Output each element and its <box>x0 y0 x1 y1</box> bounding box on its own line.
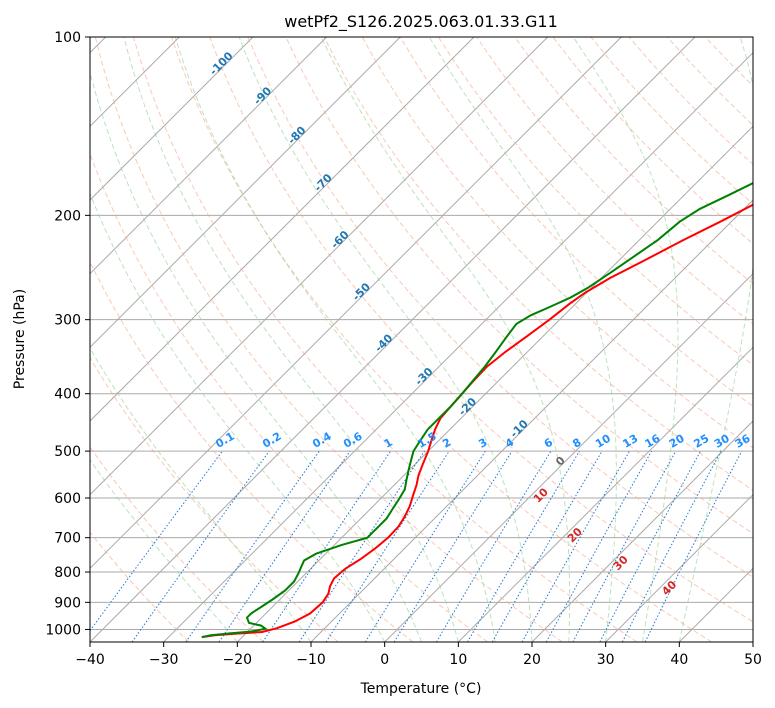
mixing-ratio-line <box>185 450 320 642</box>
moist-adiabat <box>320 37 571 642</box>
x-tick-label: 0 <box>380 652 389 668</box>
y-tick-label: 900 <box>54 595 81 611</box>
x-tick-label: 20 <box>523 652 541 668</box>
mixing-ratio-line <box>393 450 513 642</box>
mixing-ratio-line <box>90 450 223 632</box>
dry-adiabat <box>90 260 414 642</box>
isotherm-line <box>605 493 753 642</box>
isotherm-line <box>752 641 753 642</box>
dry-adiabat <box>90 152 488 642</box>
isotherm-line <box>90 37 254 201</box>
moist-adiabat <box>428 37 617 642</box>
mixing-ratio-line <box>218 450 351 642</box>
x-axis-label: Temperature (°C) <box>360 681 482 697</box>
moist-adiabat <box>90 459 238 642</box>
mixing-ratio-line <box>644 450 743 642</box>
dry-adiabat <box>323 37 753 491</box>
moist-adiabat <box>678 37 753 642</box>
isotherm-line <box>90 37 401 349</box>
series-layer <box>201 181 753 639</box>
x-tick-label: −30 <box>149 652 179 668</box>
chart-title: wetPf2_S126.2025.063.01.33.G11 <box>284 12 558 32</box>
moist-adiabat <box>90 192 386 642</box>
dry-adiabat <box>361 37 753 449</box>
y-tick-label: 100 <box>54 30 81 46</box>
mixing-ratio-line <box>325 450 450 642</box>
x-tick-label: 50 <box>744 652 762 668</box>
y-tick-label: 300 <box>54 313 81 329</box>
plot-background <box>90 37 753 642</box>
y-axis-label: Pressure (hPa) <box>12 289 28 389</box>
isotherm-line <box>90 37 328 275</box>
dry-adiabat <box>514 37 753 285</box>
isotherm-line <box>90 37 475 422</box>
moist-adiabat <box>238 37 533 642</box>
isotherm-line <box>531 420 753 642</box>
mixing-ratio-line <box>599 450 701 642</box>
isotherm-line <box>90 37 622 570</box>
dry-adiabat <box>171 37 712 642</box>
mixing-ratio-line <box>298 450 425 642</box>
dry-adiabat <box>437 37 753 366</box>
dry-adiabat <box>90 446 264 642</box>
isotherm-line <box>236 125 753 642</box>
y-tick-label: 400 <box>54 387 81 403</box>
x-tick-label: −40 <box>75 652 105 668</box>
moist-adiabat <box>90 347 312 642</box>
temperature-profile-line <box>201 203 753 639</box>
y-tick-label: 700 <box>54 531 81 547</box>
background-lines <box>90 37 753 642</box>
mixing-ratio-line <box>572 450 677 642</box>
x-tick-label: −20 <box>223 652 253 668</box>
isotherm-line <box>90 37 696 642</box>
x-tick-label: 40 <box>670 652 688 668</box>
moist-adiabat <box>572 37 679 642</box>
mixing-ratio-line <box>545 450 653 642</box>
dry-adiabat <box>90 356 339 642</box>
dry-adiabat <box>94 37 563 642</box>
mixing-ratio-line <box>521 450 630 642</box>
x-tick-label: 30 <box>597 652 615 668</box>
y-axis-ticks: 100 200 300 400 500 600 700 800 900 1000 <box>45 30 90 638</box>
y-tick-label: 500 <box>54 444 81 460</box>
x-tick-label: 10 <box>449 652 467 668</box>
moist-adiabat <box>123 37 459 642</box>
y-tick-label: 1000 <box>45 622 81 638</box>
isotherm-line <box>457 346 753 642</box>
dry-adiabat <box>132 37 638 642</box>
dry-adiabat <box>90 531 190 642</box>
x-axis-ticks: −40 −30 −20 −10 0 10 20 30 40 50 <box>75 642 762 668</box>
mixing-ratio-line <box>435 450 552 642</box>
y-tick-label: 800 <box>54 565 81 581</box>
x-tick-label: −10 <box>296 652 326 668</box>
dry-adiabat <box>209 37 753 623</box>
dry-adiabat <box>247 37 753 578</box>
mixing-ratio-line <box>364 450 486 642</box>
isotherm-line <box>90 37 549 496</box>
mixing-ratio-line <box>621 450 722 642</box>
plot-frame <box>89 36 754 643</box>
dewpoint-profile-line <box>201 181 753 639</box>
dry-adiabat <box>285 37 753 535</box>
mixing-ratio-line <box>131 450 270 642</box>
y-tick-label: 600 <box>54 491 81 507</box>
mixing-ratio-line <box>262 450 392 642</box>
isotherm-line <box>163 51 753 642</box>
dry-adiabat <box>399 37 753 407</box>
isotherm-line <box>384 272 753 642</box>
y-tick-label: 200 <box>54 208 81 224</box>
moist-adiabat <box>174 37 496 642</box>
